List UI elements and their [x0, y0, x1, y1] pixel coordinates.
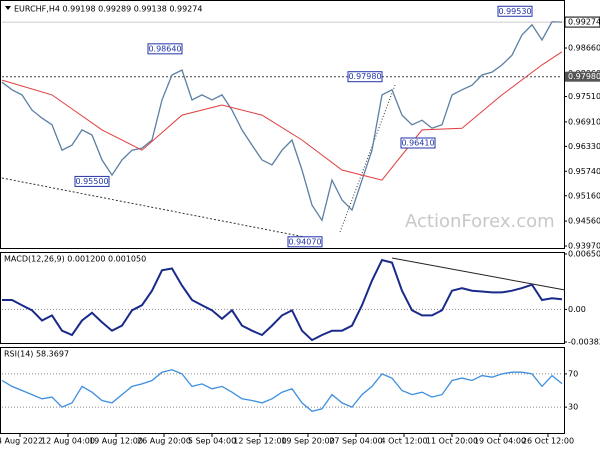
panel-title: EURCHF,H4 0.99198 0.99289 0.99138 0.9927…	[14, 5, 202, 14]
x-tick-label: 4 Oct 12:00	[380, 437, 427, 446]
level-box	[565, 71, 600, 82]
series-line	[1, 21, 563, 222]
annotation-label: 0.96410	[401, 138, 434, 147]
level-label: 0.97980	[568, 72, 600, 81]
y-tick-label: 0.94560	[568, 217, 600, 226]
last-price-label: 0.99274	[568, 18, 600, 27]
macd-panel	[0, 252, 565, 344]
trend-line	[339, 84, 396, 233]
y-tick-label: 0.93970	[568, 242, 600, 251]
y-tick-label: 0.00	[568, 305, 586, 314]
series-line	[2, 258, 563, 342]
y-tick-label: 0.96910	[568, 117, 600, 126]
annotation-box	[400, 137, 436, 149]
trend-line	[1, 177, 321, 241]
series-line	[1, 51, 563, 181]
y-tick-label: 0.96330	[568, 142, 600, 151]
x-tick-label: 26 Oct 12:00	[522, 437, 574, 446]
annotation-label: 0.99530	[498, 7, 531, 16]
annotation-box	[287, 236, 323, 248]
x-tick-label: 12 Sep 12:00	[233, 437, 286, 446]
x-tick-label: 11 Oct 20:00	[426, 437, 478, 446]
annotation-label: 0.98640	[148, 44, 181, 53]
y-tick-label: 0.95160	[568, 191, 600, 200]
annotation-box	[347, 71, 383, 83]
annotation-label: 0.95500	[75, 177, 108, 186]
menu-arrow	[5, 6, 11, 10]
macd-trend-line	[391, 257, 566, 291]
y-tick-label: 0.98660	[568, 43, 600, 52]
panel-title: MACD(12,26,9) 0.001200 0.001050	[4, 255, 146, 264]
x-tick-label: 5 Sep 04:00	[188, 437, 236, 446]
annotation-box	[497, 5, 533, 17]
x-tick-label: 19 Oct 04:00	[474, 437, 526, 446]
x-tick-label: 4 Aug 2022	[0, 437, 43, 446]
annotation-label: 0.94070	[288, 237, 321, 246]
y-tick-label: 0.95740	[568, 167, 600, 176]
annotation-box	[147, 43, 183, 55]
last-price-box	[564, 16, 600, 28]
watermark: ActionForex.com	[405, 211, 555, 232]
y-tick-label: -0.003828	[568, 338, 600, 347]
panel-title: RSI(14) 58.3697	[4, 350, 69, 359]
rsi-panel	[0, 347, 565, 434]
x-tick-label: 19 Sep 20:00	[281, 437, 334, 446]
annotation-label: 0.97980	[348, 72, 381, 81]
annotation-box	[74, 175, 110, 187]
x-tick-label: 26 Aug 20:00	[137, 437, 191, 446]
y-tick-label: 70	[568, 369, 578, 378]
y-tick-label: 0.006509	[568, 250, 600, 259]
series-line	[1, 369, 563, 413]
price-panel	[0, 0, 565, 249]
x-tick-label: 19 Aug 12:00	[89, 437, 143, 446]
y-tick-label: 30	[568, 403, 578, 412]
x-tick-label: 12 Aug 04:00	[41, 437, 95, 446]
x-tick-label: 27 Sep 04:00	[329, 437, 382, 446]
y-tick-label: 0.97510	[568, 92, 600, 101]
